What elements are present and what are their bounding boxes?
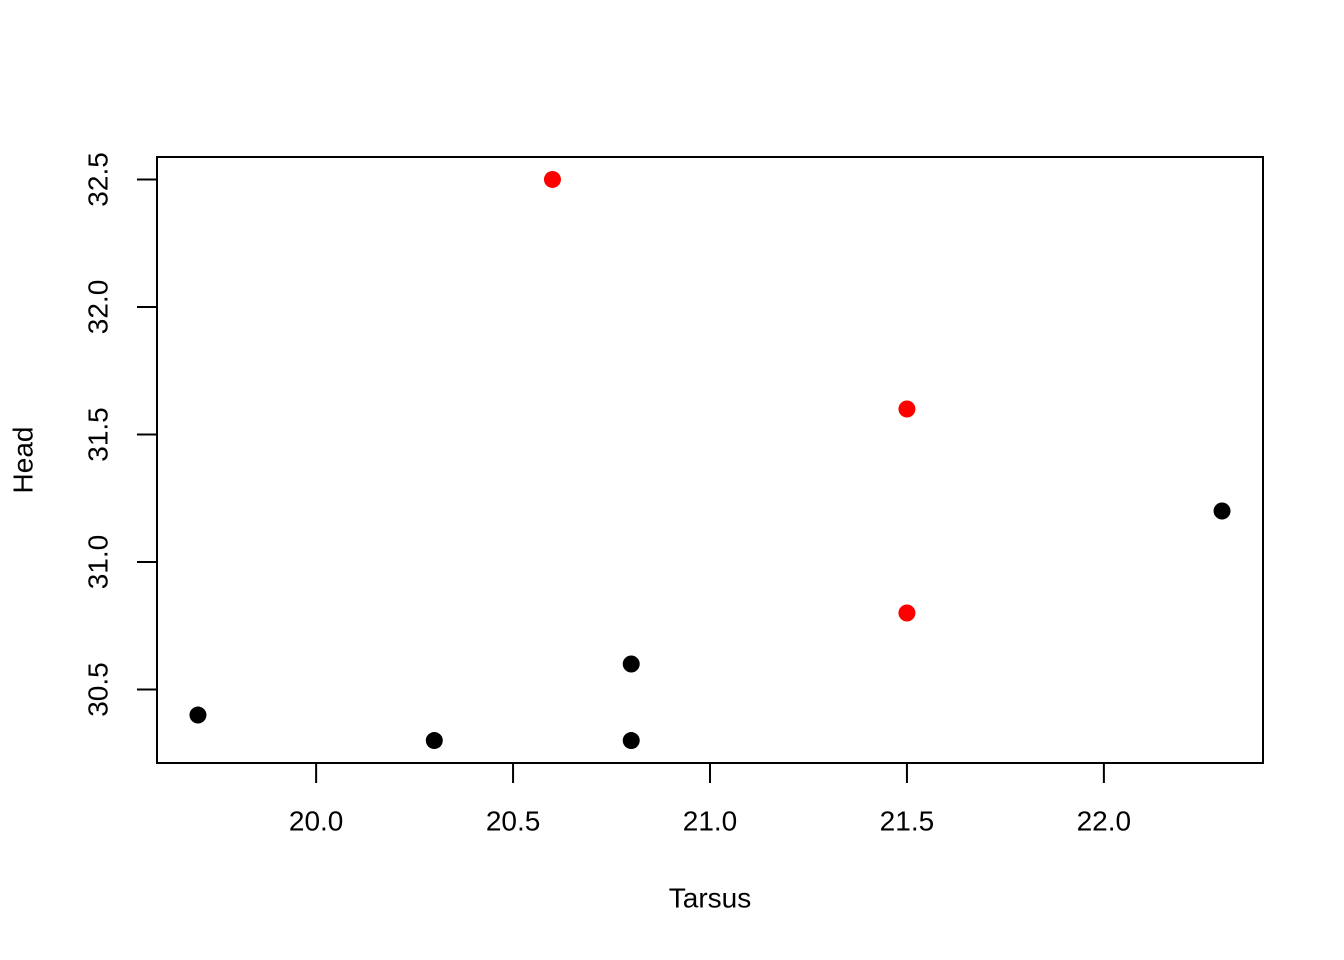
point bbox=[622, 655, 640, 673]
y-axis-title: Head bbox=[7, 427, 38, 494]
point bbox=[1213, 502, 1231, 520]
point bbox=[622, 732, 640, 750]
y-tick-label: 31.0 bbox=[82, 535, 113, 590]
y-tick-label: 32.0 bbox=[82, 280, 113, 335]
x-tick-label: 22.0 bbox=[1077, 805, 1132, 836]
y-tick-label: 31.5 bbox=[82, 407, 113, 462]
x-axis-title: Tarsus bbox=[669, 882, 751, 913]
point bbox=[425, 732, 443, 750]
y-tick-label: 30.5 bbox=[82, 662, 113, 717]
x-tick-label: 21.0 bbox=[683, 805, 738, 836]
point bbox=[898, 400, 916, 418]
x-tick-label: 20.0 bbox=[289, 805, 344, 836]
y-tick-label: 32.5 bbox=[82, 152, 113, 207]
point bbox=[543, 170, 561, 188]
x-tick-label: 20.5 bbox=[486, 805, 541, 836]
point bbox=[898, 604, 916, 622]
point bbox=[189, 706, 207, 724]
plot-box bbox=[156, 156, 1264, 764]
x-tick-label: 21.5 bbox=[880, 805, 935, 836]
